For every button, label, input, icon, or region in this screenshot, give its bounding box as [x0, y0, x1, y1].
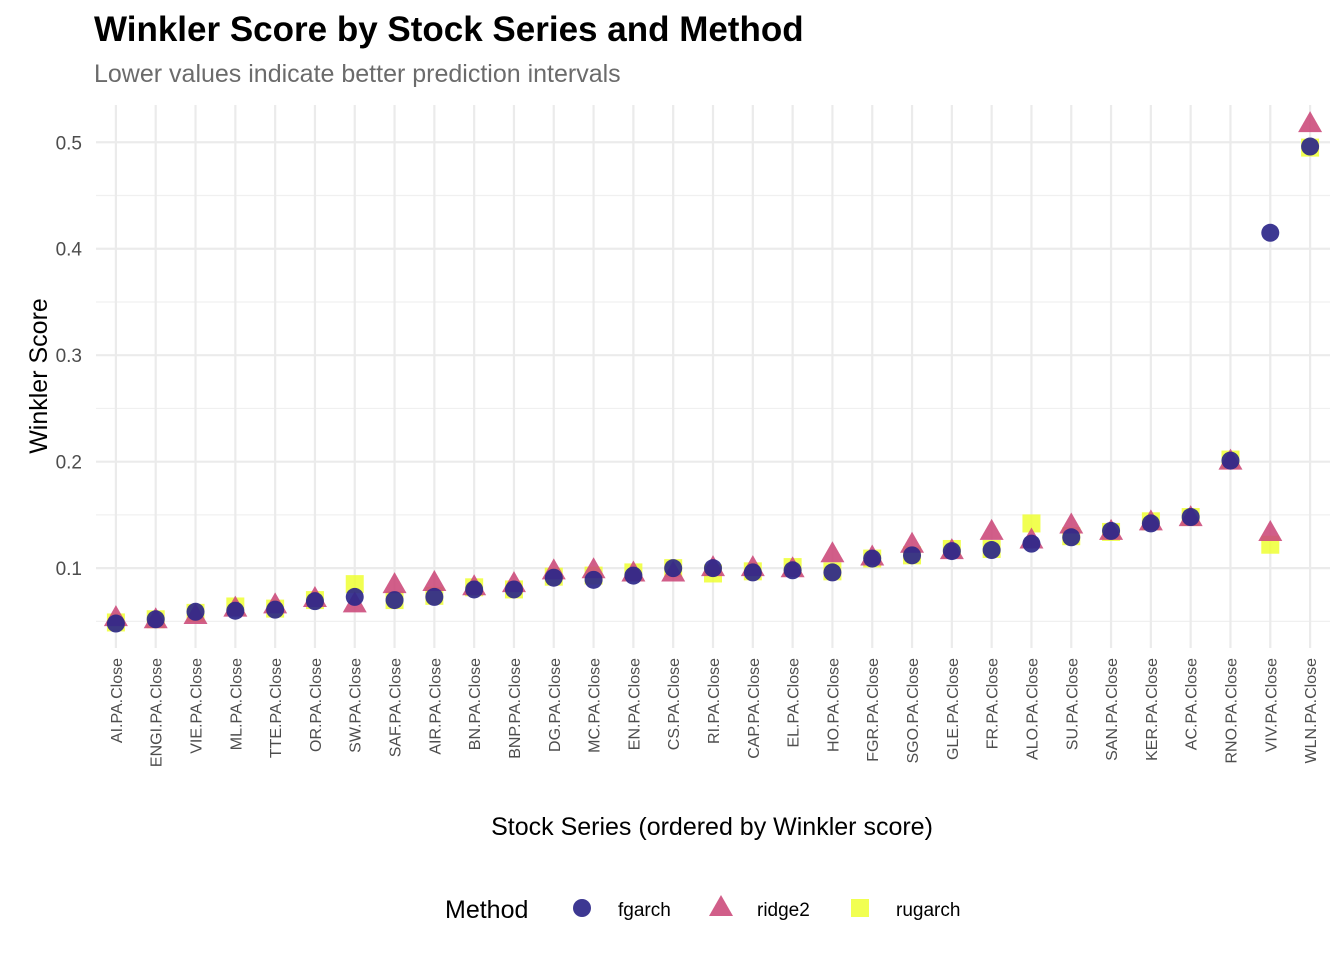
x-tick-label: VIV.PA.Close [1263, 658, 1280, 752]
x-axis-ticks: AI.PA.Close ENGI.PA.Close VIE.PA.Close ML.P… [109, 658, 1320, 767]
x-tick-label: ML.PA.Close [228, 658, 245, 750]
legend-label-fgarch: fgarch [618, 900, 671, 921]
fgarch-point [1221, 451, 1240, 470]
legend-label-rugarch: rugarch [896, 900, 960, 921]
fgarch-point [186, 602, 205, 621]
x-tick-label: GLE.PA.Close [945, 658, 962, 760]
fgarch-point [704, 559, 722, 578]
x-tick-label: AC.PA.Close [1184, 658, 1201, 750]
fgarch-point [863, 549, 882, 568]
rugarch-point [1022, 514, 1041, 533]
legend-label-ridge2: ridge2 [757, 900, 810, 921]
y-tick-label: 0.4 [56, 240, 83, 261]
ridge2-point [581, 557, 606, 579]
x-tick-label: WLN.PA.Close [1303, 658, 1320, 764]
ridge2-point [820, 541, 845, 563]
x-tick-label: CS.PA.Close [666, 658, 683, 750]
fgarch-point [1261, 223, 1280, 242]
ridge2-point [1298, 111, 1323, 133]
x-axis-title: Stock Series (ordered by Winkler score) [491, 813, 933, 841]
y-axis-ticks: 0.1 0.2 0.3 0.4 0.5 [56, 133, 83, 580]
y-tick-label: 0.5 [56, 133, 82, 154]
ridge2-point [900, 531, 925, 553]
fgarch-point [425, 587, 444, 606]
x-tick-label: RNO.PA.Close [1223, 658, 1240, 764]
x-tick-label: KER.PA.Close [1144, 658, 1161, 761]
fgarch-point [624, 566, 643, 585]
x-tick-label: FR.PA.Close [985, 658, 1002, 749]
fgarch-point [504, 580, 523, 599]
fgarch-point [823, 563, 842, 582]
x-tick-label: CAP.PA.Close [746, 658, 763, 759]
legend-title: Method [445, 896, 528, 924]
fgarch-point [584, 570, 603, 589]
y-tick-label: 0.2 [56, 453, 82, 474]
fgarch-point [544, 568, 563, 587]
fgarch-point [1062, 528, 1081, 547]
legend-key-rugarch [851, 899, 869, 917]
fgarch-point [1181, 508, 1200, 527]
y-tick-label: 0.3 [56, 346, 82, 367]
fgarch-point [106, 614, 125, 633]
data-points [103, 111, 1323, 633]
fgarch-point [664, 559, 683, 578]
x-tick-label: BN.PA.Close [467, 658, 484, 750]
fgarch-point [1102, 521, 1121, 540]
fgarch-point [982, 541, 1001, 560]
x-tick-label: BNP.PA.Close [507, 658, 524, 759]
y-axis-title: Winkler Score [25, 298, 53, 454]
x-tick-label: HO.PA.Close [825, 658, 842, 752]
x-tick-label: EL.PA.Close [786, 658, 803, 748]
x-tick-label: FGR.PA.Close [865, 658, 882, 762]
y-tick-label: 0.1 [56, 559, 82, 580]
fgarch-point [1301, 137, 1320, 156]
x-tick-label: ALO.PA.Close [1024, 658, 1041, 760]
x-tick-label: OR.PA.Close [308, 658, 325, 752]
x-tick-label: MC.PA.Close [587, 658, 604, 753]
chart-subtitle: Lower values indicate better prediction … [94, 60, 621, 88]
x-tick-label: TTE.PA.Close [268, 658, 285, 758]
fgarch-point [942, 542, 961, 561]
fgarch-point [226, 601, 245, 620]
fgarch-point [385, 591, 404, 610]
legend-key-ridge2 [709, 894, 733, 916]
x-tick-label: DG.PA.Close [547, 658, 564, 752]
fgarch-point [465, 580, 484, 599]
fgarch-point [146, 610, 165, 629]
ridge2-point [1059, 512, 1084, 534]
fgarch-point [305, 592, 324, 611]
fgarch-point [345, 587, 364, 606]
x-tick-label: SAF.PA.Close [388, 658, 405, 757]
chart-title: Winkler Score by Stock Series and Method [94, 10, 804, 49]
fgarch-point [783, 561, 802, 580]
legend-key-fgarch [573, 899, 591, 917]
x-tick-label: RI.PA.Close [706, 658, 723, 744]
ridge2-point [1258, 519, 1283, 541]
x-tick-label: VIE.PA.Close [189, 658, 206, 754]
x-tick-label: EN.PA.Close [626, 658, 643, 750]
fgarch-point [266, 600, 285, 619]
x-tick-label: SAN.PA.Close [1104, 658, 1121, 761]
fgarch-point [1022, 534, 1041, 553]
fgarch-point [1141, 514, 1160, 533]
x-tick-label: AI.PA.Close [109, 658, 126, 743]
x-tick-label: SU.PA.Close [1064, 658, 1081, 750]
fgarch-point [903, 546, 922, 565]
x-tick-label: SGO.PA.Close [905, 658, 922, 764]
ridge2-point [422, 570, 447, 592]
fgarch-point [743, 563, 762, 582]
ridge2-point [979, 518, 1004, 540]
legend: Method fgarch ridge2 rugarch [445, 894, 960, 924]
x-tick-label: AIR.PA.Close [427, 658, 444, 755]
x-tick-label: ENGI.PA.Close [149, 658, 166, 767]
ridge2-point [382, 572, 407, 594]
x-tick-label: SW.PA.Close [348, 658, 365, 753]
rugarch-point [345, 575, 364, 594]
